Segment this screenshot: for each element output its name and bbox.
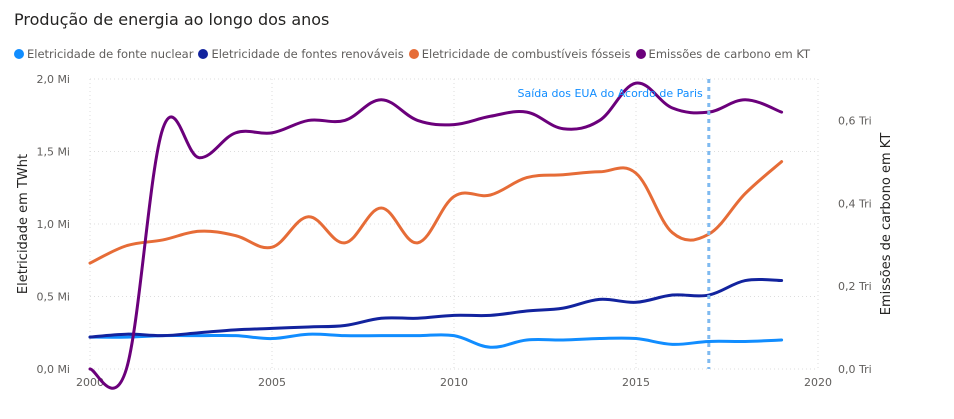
legend-item-fossil[interactable]: Eletricidade de combustíveis fósseis	[408, 47, 631, 61]
y-right-axis-title: Emissões de carbono em KT	[879, 133, 894, 316]
y-left-tick-label: 0,0 Mi	[36, 363, 70, 376]
y-right-tick-label: 0,6 Tri	[838, 114, 872, 127]
series-line-fossil	[88, 160, 784, 265]
series-line-renewable	[88, 277, 784, 339]
series-line-nuclear	[88, 332, 784, 349]
legend-label-fossil: Eletricidade de combustíveis fósseis	[421, 47, 631, 61]
y-left-tick-label: 1,0 Mi	[36, 218, 70, 231]
y-right-tick-label: 0,2 Tri	[838, 280, 872, 293]
legend-marker-fossil	[408, 49, 419, 59]
legend-label-carbon: Emissões de carbono em KT	[648, 47, 811, 61]
legend-item-carbon[interactable]: Emissões de carbono em KT	[635, 47, 811, 61]
series-line-carbon	[88, 81, 784, 390]
x-tick-label: 2000	[76, 376, 104, 389]
y-left-tick-label: 0,5 Mi	[36, 291, 70, 304]
legend-label-renewable: Eletricidade de fontes renováveis	[211, 47, 404, 61]
x-tick-label: 2010	[440, 376, 468, 389]
legend-item-nuclear[interactable]: Eletricidade de fonte nuclear	[14, 47, 193, 61]
chart-title: Produção de energia ao longo dos anos	[14, 10, 330, 29]
legend-marker-nuclear	[14, 49, 24, 59]
legend-marker-carbon	[635, 49, 646, 59]
chart-legend: Eletricidade de fonte nuclear Eletricida…	[14, 47, 815, 61]
x-tick-label: 2020	[804, 376, 832, 389]
y-left-axis-title: Eletricidade em TWht	[16, 154, 31, 294]
y-left-tick-label: 1,5 Mi	[36, 146, 70, 159]
reference-line-label: Saída dos EUA do Acordo de Paris	[518, 87, 704, 100]
y-right-tick-label: 0,4 Tri	[838, 197, 872, 210]
legend-marker-renewable	[198, 49, 209, 59]
y-left-tick-label: 2,0 Mi	[36, 73, 70, 86]
y-right-tick-label: 0,0 Tri	[838, 363, 872, 376]
legend-label-nuclear: Eletricidade de fonte nuclear	[27, 47, 194, 61]
x-tick-label: 2015	[622, 376, 650, 389]
x-tick-label: 2005	[258, 376, 286, 389]
legend-item-renewable[interactable]: Eletricidade de fontes renováveis	[198, 47, 404, 61]
